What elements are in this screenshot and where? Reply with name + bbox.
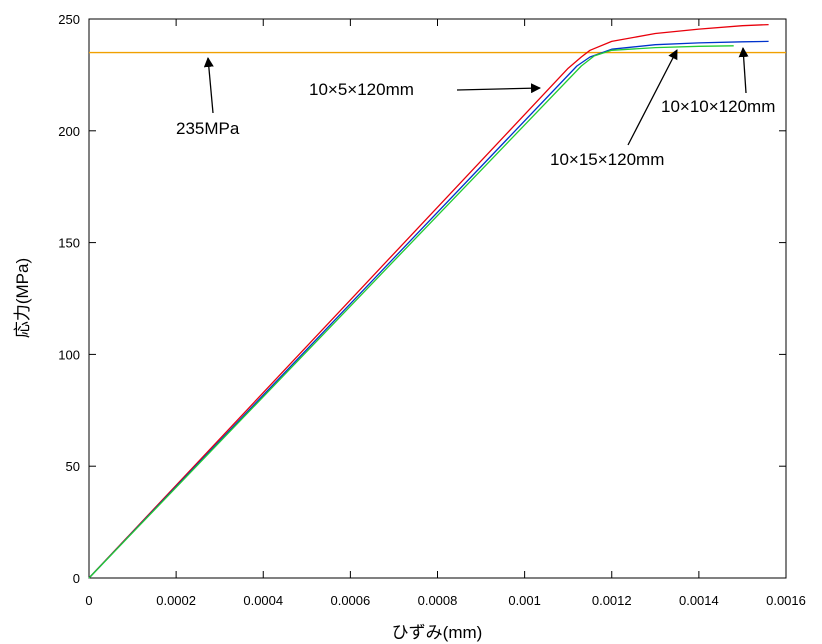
x-tick-label: 0.0014 bbox=[679, 593, 719, 608]
x-tick-label: 0.0004 bbox=[243, 593, 283, 608]
x-tick-label: 0.001 bbox=[508, 593, 541, 608]
annotation-10x5-arrow bbox=[456, 83, 541, 94]
annotation-10x15-arrow bbox=[627, 49, 678, 146]
x-tick-label: 0 bbox=[85, 593, 92, 608]
annotation-10x15-label: 10×15×120mm bbox=[550, 150, 664, 169]
annotation-10x10-label: 10×10×120mm bbox=[661, 97, 775, 116]
annotation-235mpa-label: 235MPa bbox=[176, 119, 240, 138]
x-axis-title: ひずみ(mm) bbox=[392, 623, 483, 642]
y-tick-label: 200 bbox=[58, 124, 80, 139]
x-tick-label: 0.0002 bbox=[156, 593, 196, 608]
series-line-1 bbox=[88, 23, 769, 579]
annotation-235mpa-arrow bbox=[203, 57, 214, 114]
y-tick-label: 50 bbox=[66, 459, 80, 474]
y-tick-label: 0 bbox=[73, 571, 80, 586]
x-tick-label: 0.0008 bbox=[418, 593, 458, 608]
y-axis-title: 応力(MPa) bbox=[13, 258, 32, 338]
x-tick-label: 0.0012 bbox=[592, 593, 632, 608]
annotation-10x10-arrow bbox=[738, 47, 749, 94]
series-line-2 bbox=[88, 40, 769, 579]
x-tick-label: 0.0016 bbox=[766, 593, 806, 608]
series-line-3 bbox=[88, 45, 734, 579]
y-tick-label: 250 bbox=[58, 12, 80, 27]
y-tick-label: 100 bbox=[58, 347, 80, 362]
x-tick-label: 0.0006 bbox=[330, 593, 370, 608]
y-tick-label: 150 bbox=[58, 236, 80, 251]
annotation-10x5-label: 10×5×120mm bbox=[309, 80, 414, 99]
